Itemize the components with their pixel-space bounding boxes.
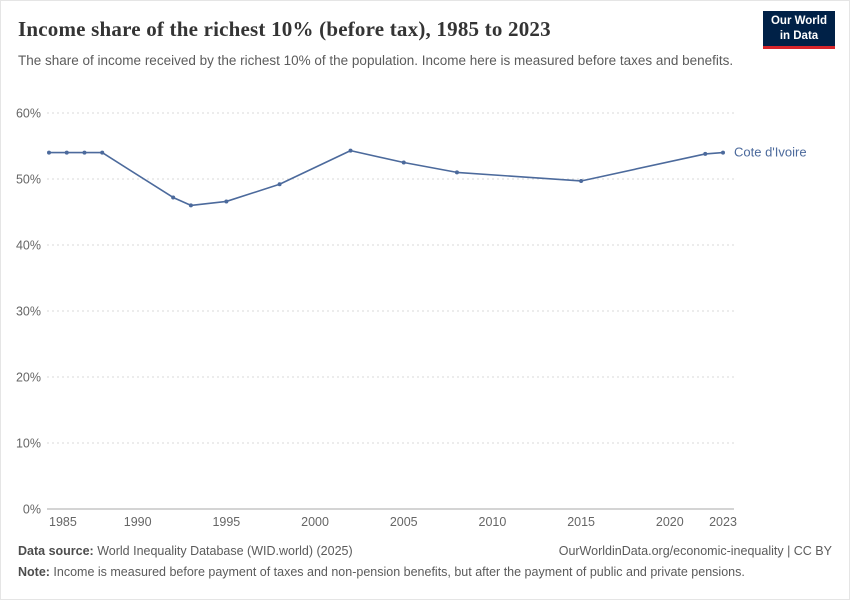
data-point: [721, 150, 725, 155]
data-point: [47, 150, 51, 155]
data-point: [277, 182, 282, 187]
series-label: Cote d'Ivoire: [734, 145, 807, 160]
chart-title: Income share of the richest 10% (before …: [18, 17, 551, 41]
data-point: [348, 148, 353, 153]
footer-link[interactable]: OurWorldinData.org/economic-inequality |…: [558, 544, 832, 558]
data-source-label: Data source:: [18, 544, 94, 558]
data-point: [100, 150, 105, 155]
chart-subtitle: The share of income received by the rich…: [18, 53, 734, 68]
x-tick-label: 2020: [656, 515, 684, 529]
data-point: [454, 170, 459, 175]
y-tick-label: 20%: [16, 371, 41, 385]
data-source: Data source: World Inequality Database (…: [18, 544, 353, 558]
x-tick-label: 2015: [567, 515, 595, 529]
data-point: [64, 150, 69, 155]
owid-logo: Our World in Data: [763, 11, 835, 49]
owid-logo-line2: in Data: [779, 29, 819, 42]
x-tick-label: 1985: [49, 515, 77, 529]
data-source-text: World Inequality Database (WID.world) (2…: [93, 544, 353, 558]
footer-note-text: Income is measured before payment of tax…: [49, 565, 745, 579]
owid-logo-line1: Our World: [770, 15, 827, 28]
x-tick-label: 2000: [301, 515, 329, 529]
y-tick-label: 50%: [16, 173, 41, 187]
y-tick-label: 30%: [16, 305, 41, 319]
data-point: [188, 203, 193, 208]
x-tick-label: 2005: [390, 515, 418, 529]
chart-header: Income share of the richest 10% (before …: [18, 17, 749, 71]
x-tick-label: 2010: [479, 515, 507, 529]
data-point: [579, 178, 584, 183]
data-point: [82, 150, 87, 155]
y-tick-label: 10%: [16, 437, 41, 451]
series-line: [48, 149, 724, 207]
y-tick-label: 60%: [16, 107, 41, 121]
data-point: [401, 160, 406, 165]
data-point: [171, 195, 176, 200]
x-tick-label: 2023: [709, 515, 737, 529]
y-tick-label: 40%: [16, 239, 41, 253]
footer-note-label: Note:: [18, 565, 50, 579]
line-chart: 0% 10% 20% 30% 40% 50% 60% 1985 1990 1995 2000 2005…: [16, 107, 807, 530]
chart-footer: Data source: World Inequality Database (…: [18, 544, 832, 579]
x-tick-label: 1995: [212, 515, 240, 529]
data-point: [224, 199, 229, 204]
data-point: [703, 151, 708, 156]
y-tick-label: 0%: [23, 503, 41, 517]
x-tick-label: 1990: [124, 515, 152, 529]
